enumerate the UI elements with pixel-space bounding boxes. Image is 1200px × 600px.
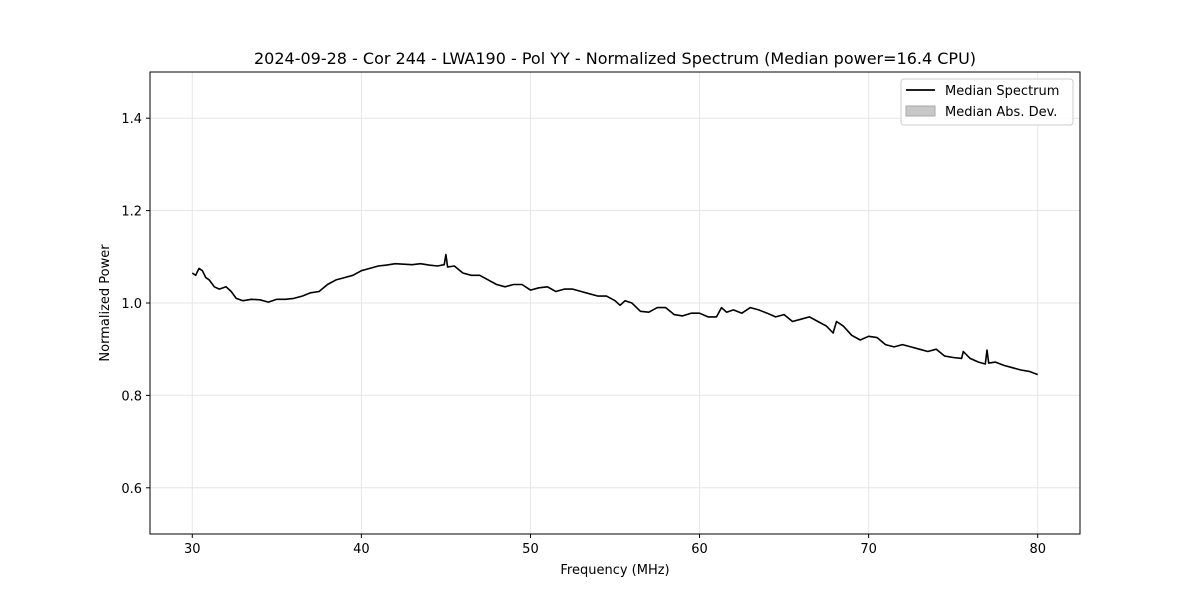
x-tick-label: 70	[860, 542, 877, 557]
legend: Median Spectrum Median Abs. Dev.	[900, 78, 1074, 126]
y-tick-label: 1.0	[121, 297, 142, 312]
series-layer	[191, 253, 1038, 376]
legend-patch-swatch	[905, 105, 936, 117]
y-tick-label: 0.6	[121, 482, 142, 497]
x-tick-label: 40	[353, 542, 370, 557]
y-tick-label: 1.4	[121, 112, 142, 127]
legend-label-median-spectrum: Median Spectrum	[945, 84, 1059, 99]
x-tick-label: 50	[522, 542, 539, 557]
x-tick-label: 60	[691, 542, 708, 557]
legend-box	[900, 78, 1074, 126]
y-axis-label: Normalized Power	[98, 244, 113, 362]
x-tick-label: 30	[184, 542, 201, 557]
x-axis-label: Frequency (MHz)	[560, 563, 669, 578]
y-axis: 0.6 0.8 1.0 1.2 1.4	[121, 112, 150, 497]
legend-label-median-abs-dev: Median Abs. Dev.	[945, 105, 1057, 120]
y-tick-label: 0.8	[121, 389, 142, 404]
x-axis: 30 40 50 60 70 80	[184, 534, 1046, 557]
y-tick-label: 1.2	[121, 205, 142, 220]
series-line-median-spectrum	[191, 253, 1038, 376]
x-tick-label: 80	[1029, 542, 1046, 557]
chart-title: 2024-09-28 - Cor 244 - LWA190 - Pol YY -…	[254, 49, 976, 68]
